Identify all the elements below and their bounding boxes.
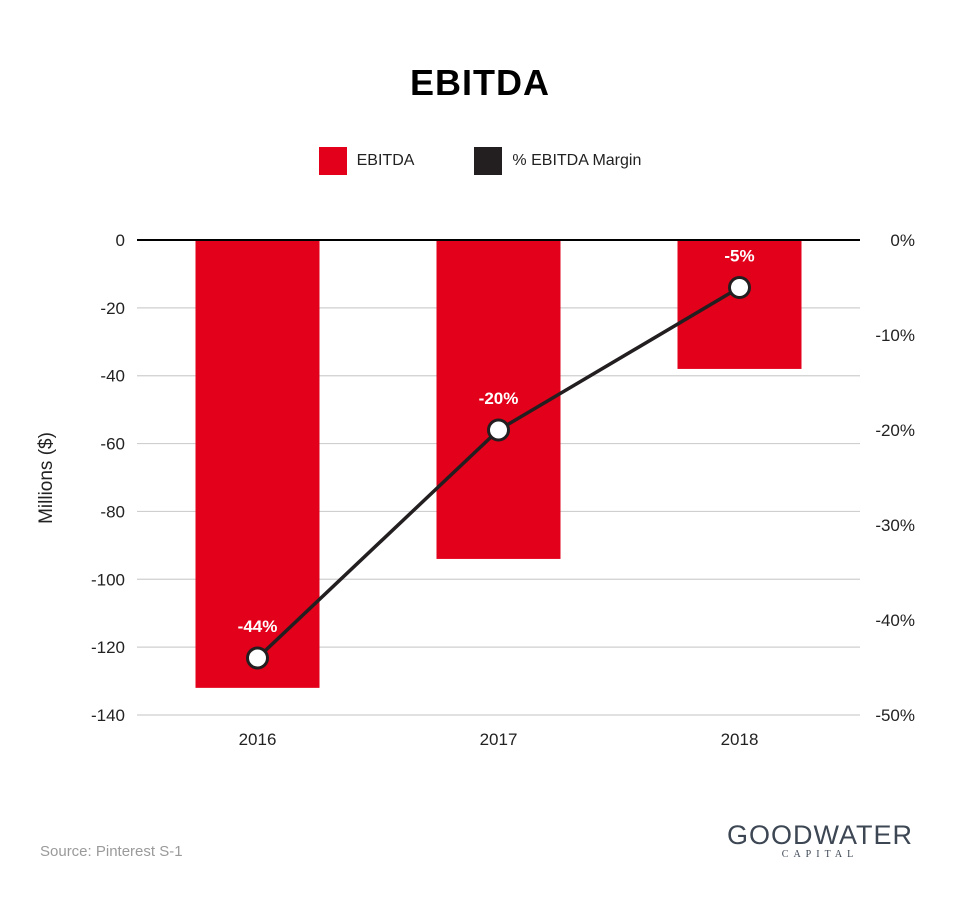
left-axis: 0 -20 -40 -60 -80 -100 -120 -140 xyxy=(91,231,125,725)
bar-ebitda xyxy=(195,240,320,688)
y-tick-label: -40 xyxy=(100,367,125,386)
legend-item-ebitda: EBITDA xyxy=(318,147,415,175)
logo-sub-text: CAPITAL xyxy=(781,849,859,860)
bar-ebitda xyxy=(436,240,561,559)
y-tick-label: -20 xyxy=(100,299,125,318)
y-tick-label: 0 xyxy=(116,231,125,250)
y2-tick-label: -40% xyxy=(875,611,915,630)
y-tick-label: -60 xyxy=(100,435,125,454)
y-tick-label: -120 xyxy=(91,638,125,657)
point-margin xyxy=(246,646,269,670)
y2-tick-label: -20% xyxy=(875,421,915,440)
legend-label-ebitda: EBITDA xyxy=(356,152,415,169)
data-label-margin: -5% xyxy=(724,247,754,266)
y-tick-label: -100 xyxy=(91,570,125,589)
x-tick-label: 2018 xyxy=(721,730,759,749)
right-axis: 0% -10% -20% -30% -40% -50% xyxy=(875,231,915,725)
y-axis-title: Millions ($) xyxy=(36,432,57,524)
line-layer: -44% -20% -5% xyxy=(238,247,755,670)
data-label-margin: -44% xyxy=(238,617,278,636)
x-tick-label: 2017 xyxy=(480,730,518,749)
x-axis: 2016 2017 2018 xyxy=(239,730,759,749)
y2-tick-label: -30% xyxy=(875,516,915,535)
y2-tick-label: 0% xyxy=(890,231,915,250)
y2-tick-label: -50% xyxy=(875,706,915,725)
legend-swatch-ebitda xyxy=(318,147,347,175)
x-tick-label: 2016 xyxy=(239,730,277,749)
point-margin xyxy=(487,418,510,442)
y2-tick-label: -10% xyxy=(875,326,915,345)
legend-swatch-margin xyxy=(474,147,503,175)
data-label-margin: -20% xyxy=(479,389,519,408)
y-tick-label: -80 xyxy=(100,502,125,521)
source-note: Source: Pinterest S-1 xyxy=(40,843,183,860)
bar-layer xyxy=(195,240,802,688)
y-tick-label: -140 xyxy=(91,706,125,725)
point-margin xyxy=(728,276,751,299)
legend: EBITDA % EBITDA Margin xyxy=(0,147,960,175)
goodwater-logo: GOODWATER CAPITAL xyxy=(720,820,920,860)
logo-main-text: GOODWATER xyxy=(727,820,913,850)
bar-ebitda xyxy=(677,240,802,369)
legend-label-margin: % EBITDA Margin xyxy=(512,152,642,169)
chart-title: EBITDA xyxy=(410,62,550,103)
legend-item-margin: % EBITDA Margin xyxy=(474,147,641,175)
